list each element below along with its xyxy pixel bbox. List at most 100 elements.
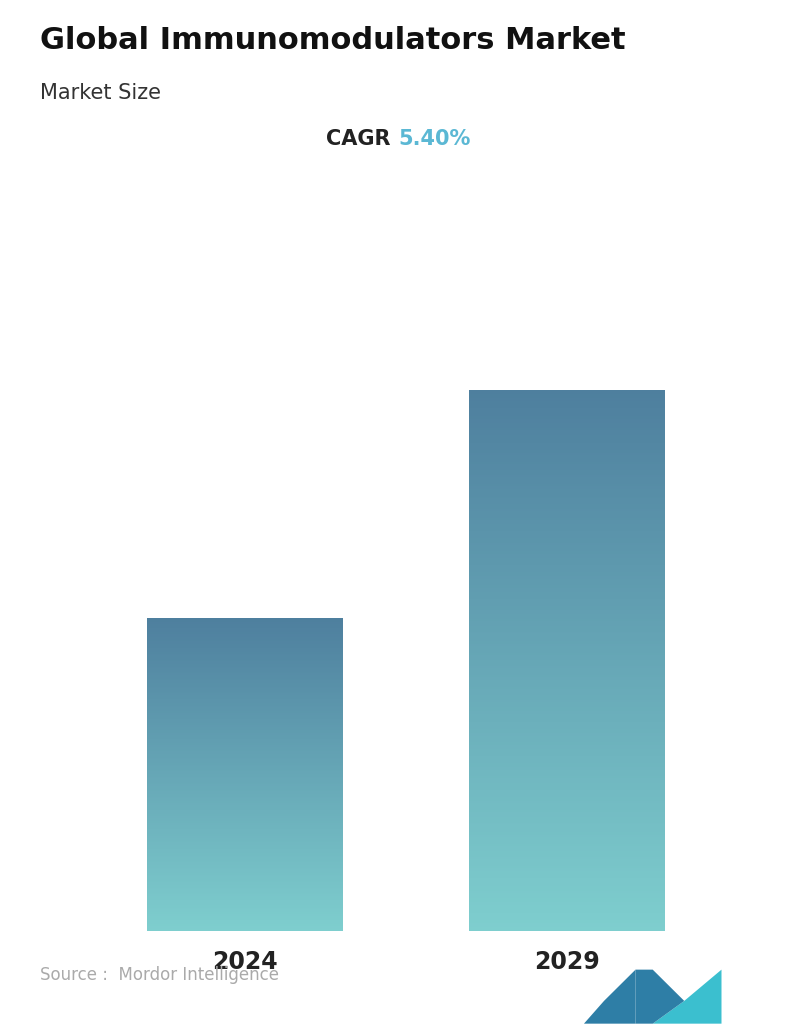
Bar bbox=[146, 772, 343, 773]
Bar bbox=[469, 776, 665, 778]
Bar bbox=[469, 612, 665, 613]
Bar bbox=[146, 774, 343, 776]
Bar bbox=[469, 809, 665, 810]
Bar bbox=[469, 501, 665, 504]
Bar bbox=[469, 761, 665, 763]
Bar bbox=[469, 540, 665, 542]
Bar bbox=[469, 906, 665, 907]
Bar bbox=[469, 648, 665, 649]
Bar bbox=[469, 662, 665, 664]
Bar bbox=[469, 628, 665, 630]
Bar bbox=[146, 855, 343, 856]
Bar bbox=[469, 810, 665, 812]
Bar bbox=[469, 513, 665, 515]
Bar bbox=[469, 734, 665, 736]
Bar bbox=[146, 688, 343, 689]
Bar bbox=[469, 758, 665, 760]
Bar bbox=[146, 873, 343, 874]
Bar bbox=[146, 927, 343, 929]
Bar bbox=[469, 923, 665, 925]
Bar bbox=[469, 725, 665, 727]
Bar bbox=[469, 542, 665, 544]
Bar bbox=[469, 698, 665, 700]
Bar bbox=[146, 620, 343, 621]
Bar bbox=[146, 903, 343, 904]
Bar bbox=[146, 822, 343, 823]
Bar bbox=[146, 832, 343, 833]
Bar bbox=[469, 693, 665, 695]
Bar bbox=[469, 489, 665, 491]
Bar bbox=[146, 736, 343, 737]
Bar bbox=[469, 644, 665, 646]
Bar bbox=[146, 929, 343, 930]
Bar bbox=[146, 618, 343, 620]
Bar bbox=[146, 669, 343, 670]
Bar bbox=[146, 857, 343, 858]
Bar bbox=[146, 777, 343, 778]
Bar bbox=[469, 743, 665, 746]
Bar bbox=[469, 736, 665, 738]
Bar bbox=[146, 644, 343, 645]
Bar bbox=[146, 749, 343, 750]
Bar bbox=[469, 824, 665, 826]
Bar bbox=[146, 717, 343, 718]
Bar bbox=[146, 739, 343, 740]
Bar bbox=[146, 641, 343, 642]
Bar bbox=[146, 864, 343, 865]
Bar bbox=[146, 750, 343, 751]
Bar bbox=[146, 660, 343, 661]
Bar bbox=[146, 770, 343, 771]
Bar bbox=[469, 581, 665, 583]
Bar bbox=[146, 844, 343, 845]
Bar bbox=[146, 847, 343, 848]
Bar bbox=[469, 857, 665, 858]
Bar bbox=[469, 620, 665, 622]
Bar bbox=[469, 600, 665, 601]
Bar bbox=[146, 850, 343, 851]
Bar bbox=[469, 688, 665, 690]
Bar bbox=[469, 537, 665, 538]
Bar bbox=[146, 733, 343, 734]
Bar bbox=[146, 640, 343, 641]
Bar bbox=[146, 753, 343, 754]
Bar bbox=[469, 535, 665, 537]
Bar bbox=[469, 657, 665, 659]
Bar bbox=[469, 807, 665, 809]
Bar bbox=[469, 639, 665, 641]
Bar bbox=[469, 412, 665, 414]
Bar bbox=[146, 788, 343, 789]
Bar bbox=[146, 923, 343, 924]
Bar bbox=[469, 567, 665, 569]
Bar bbox=[146, 877, 343, 878]
Bar bbox=[146, 810, 343, 811]
Bar bbox=[146, 765, 343, 766]
Bar bbox=[469, 682, 665, 683]
Bar bbox=[146, 710, 343, 711]
Bar bbox=[469, 763, 665, 765]
Bar bbox=[469, 464, 665, 466]
Bar bbox=[469, 583, 665, 585]
Bar bbox=[469, 709, 665, 711]
Bar bbox=[469, 574, 665, 576]
Bar bbox=[146, 650, 343, 651]
Bar bbox=[469, 675, 665, 676]
Bar bbox=[469, 469, 665, 472]
Bar bbox=[469, 397, 665, 399]
Bar bbox=[469, 899, 665, 900]
Bar bbox=[146, 673, 343, 674]
Bar bbox=[146, 759, 343, 760]
Bar bbox=[469, 739, 665, 741]
Bar bbox=[146, 878, 343, 879]
Bar bbox=[469, 870, 665, 872]
Bar bbox=[469, 459, 665, 460]
Bar bbox=[469, 564, 665, 565]
Bar bbox=[146, 833, 343, 834]
Bar bbox=[469, 467, 665, 469]
Bar bbox=[469, 801, 665, 802]
Bar bbox=[469, 625, 665, 627]
Bar bbox=[469, 878, 665, 880]
Bar bbox=[146, 631, 343, 632]
Bar bbox=[146, 757, 343, 758]
Bar bbox=[146, 817, 343, 818]
Bar bbox=[146, 751, 343, 752]
